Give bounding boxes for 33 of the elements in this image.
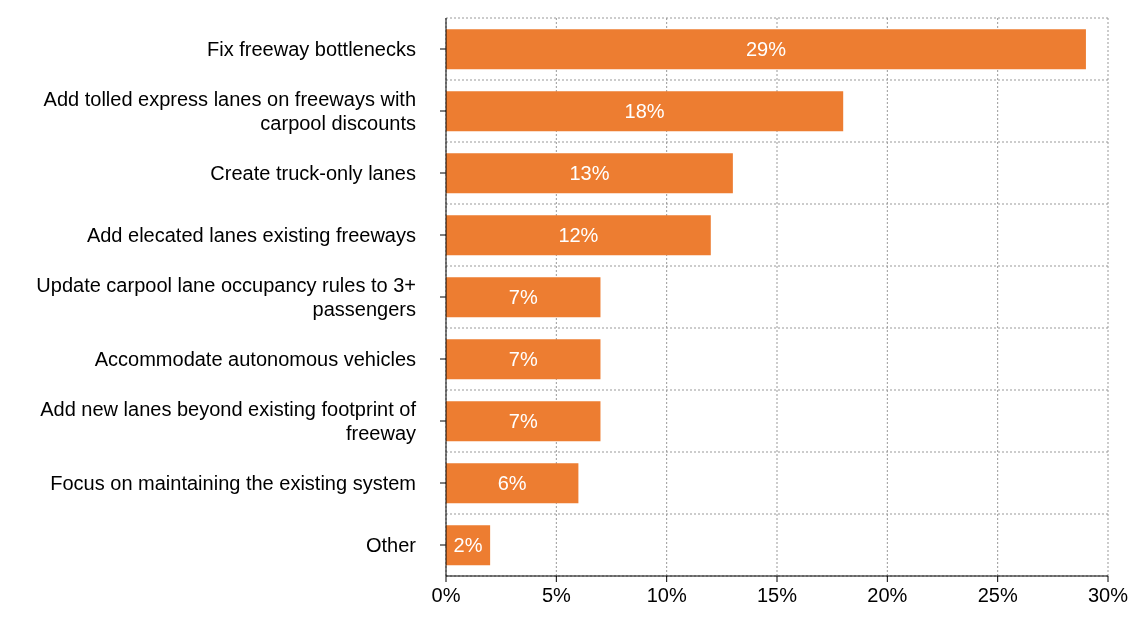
x-tick-label: 15% [756, 584, 798, 607]
data-label: 13% [569, 162, 610, 185]
data-label: 7% [508, 286, 538, 309]
y-tick-label: Create truck-only lanes [210, 162, 416, 184]
data-label: 6% [497, 472, 527, 495]
y-tick-label: Other [365, 534, 417, 556]
bar [446, 91, 844, 132]
x-tick-label: 5% [541, 584, 571, 607]
x-tick-label: 30% [1087, 584, 1129, 607]
data-label: 12% [558, 224, 599, 247]
bar [446, 463, 579, 504]
bar [446, 29, 1086, 70]
bar [446, 339, 601, 380]
y-tick-label: Add elecated lanes existing freeways [86, 224, 416, 246]
bar [446, 277, 601, 318]
bar [446, 215, 711, 256]
x-tick-label: 10% [646, 584, 687, 607]
y-tick-label: Add tolled express lanes on freeways with carpool discounts [43, 88, 416, 134]
bar [446, 401, 601, 442]
x-tick-label: 0% [431, 584, 461, 607]
y-tick-label: Fix freeway bottlenecks [207, 38, 416, 60]
data-label: 29% [745, 38, 787, 61]
y-tick-label: Accommodate autonomous vehicles [94, 348, 416, 370]
y-tick-label: Focus on maintaining the existing system [50, 472, 416, 494]
bar [446, 153, 733, 194]
data-label: 2% [453, 534, 483, 557]
data-label: 7% [508, 410, 538, 433]
x-tick-label: 20% [867, 584, 908, 607]
y-tick-label: Add new lanes beyond existing footprint of freeway [40, 398, 417, 444]
data-label: 18% [624, 100, 665, 123]
x-tick-label: 25% [977, 584, 1018, 607]
data-label: 7% [508, 348, 538, 371]
y-tick-label: Update carpool lane occupancy rules to 3+ passengers [36, 274, 416, 320]
